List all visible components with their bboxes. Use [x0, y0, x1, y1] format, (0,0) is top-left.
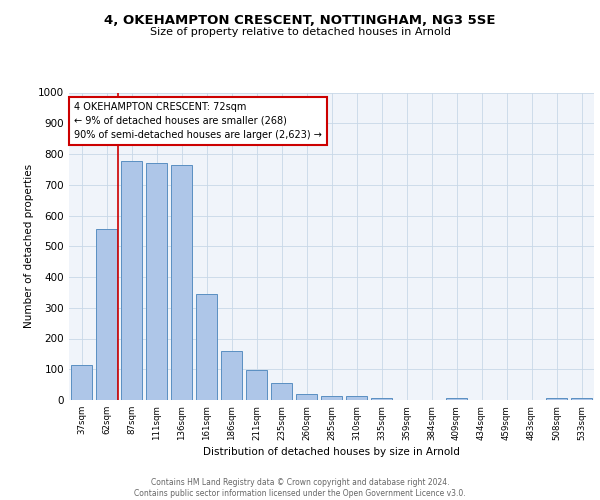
Bar — [371, 398, 392, 400]
Y-axis label: Number of detached properties: Number of detached properties — [24, 164, 34, 328]
Text: Contains HM Land Registry data © Crown copyright and database right 2024.
Contai: Contains HM Land Registry data © Crown c… — [134, 478, 466, 498]
Bar — [96, 230, 117, 400]
Bar — [171, 165, 192, 400]
Text: 4, OKEHAMPTON CRESCENT, NOTTINGHAM, NG3 5SE: 4, OKEHAMPTON CRESCENT, NOTTINGHAM, NG3 … — [104, 14, 496, 27]
Bar — [321, 396, 342, 400]
X-axis label: Distribution of detached houses by size in Arnold: Distribution of detached houses by size … — [203, 446, 460, 456]
Bar — [346, 396, 367, 400]
Bar — [196, 294, 217, 400]
Bar — [71, 364, 92, 400]
Text: 4 OKEHAMPTON CRESCENT: 72sqm
← 9% of detached houses are smaller (268)
90% of se: 4 OKEHAMPTON CRESCENT: 72sqm ← 9% of det… — [74, 102, 322, 140]
Bar — [246, 370, 267, 400]
Bar — [546, 398, 567, 400]
Bar — [271, 383, 292, 400]
Bar — [296, 394, 317, 400]
Bar — [221, 351, 242, 400]
Bar — [121, 161, 142, 400]
Text: Size of property relative to detached houses in Arnold: Size of property relative to detached ho… — [149, 27, 451, 37]
Bar — [446, 398, 467, 400]
Bar — [571, 398, 592, 400]
Bar — [146, 163, 167, 400]
